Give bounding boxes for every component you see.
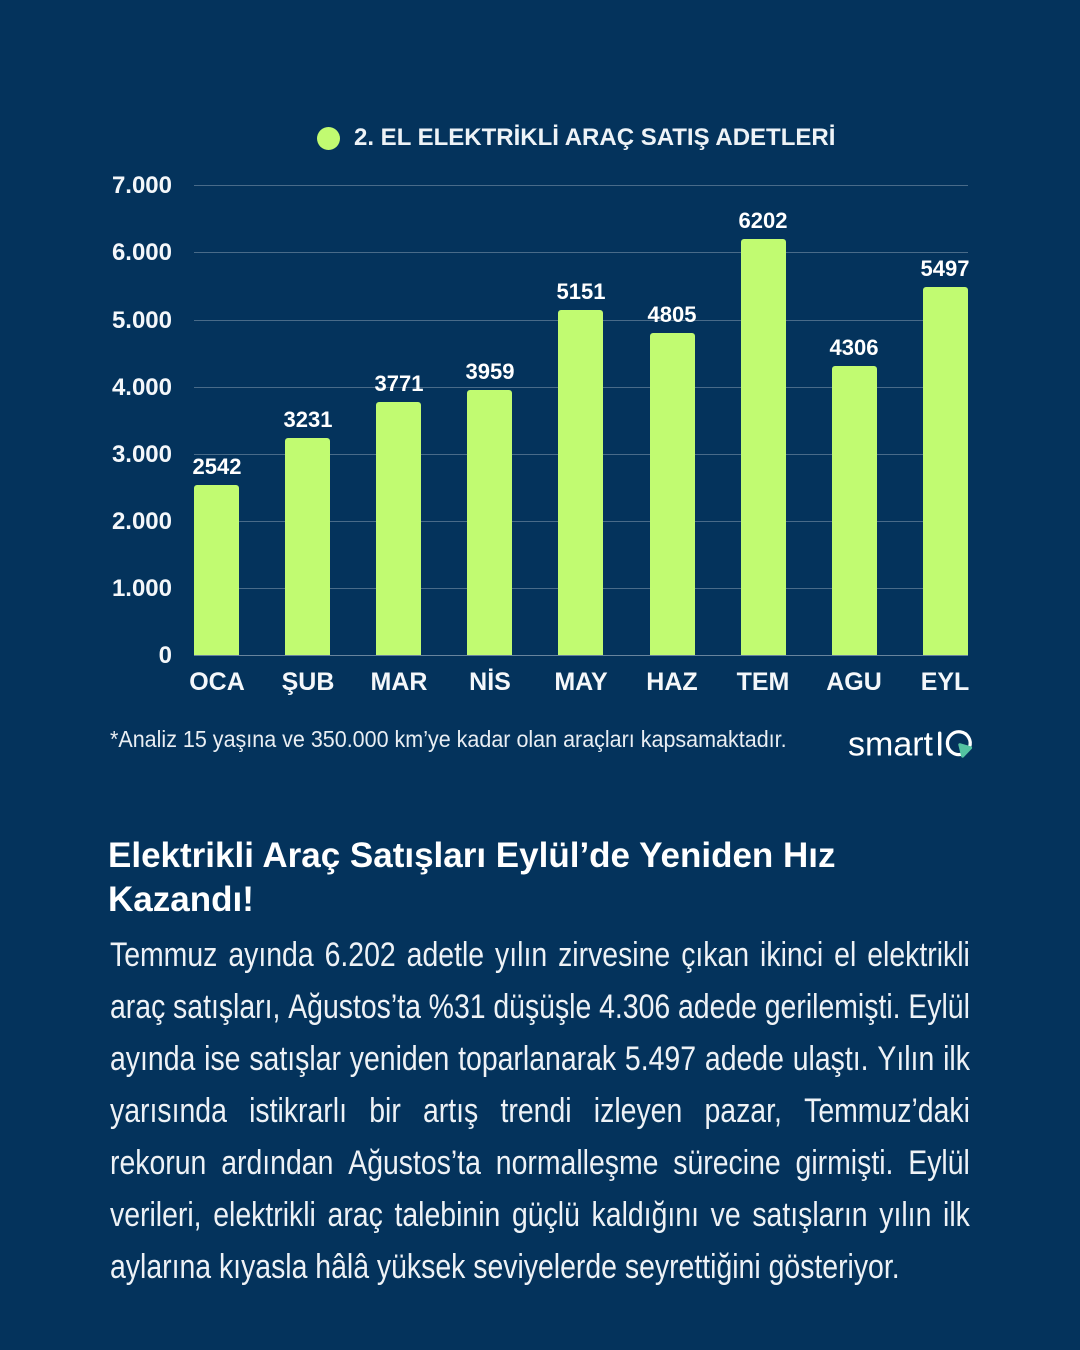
svg-text:smart: smart bbox=[848, 726, 934, 764]
